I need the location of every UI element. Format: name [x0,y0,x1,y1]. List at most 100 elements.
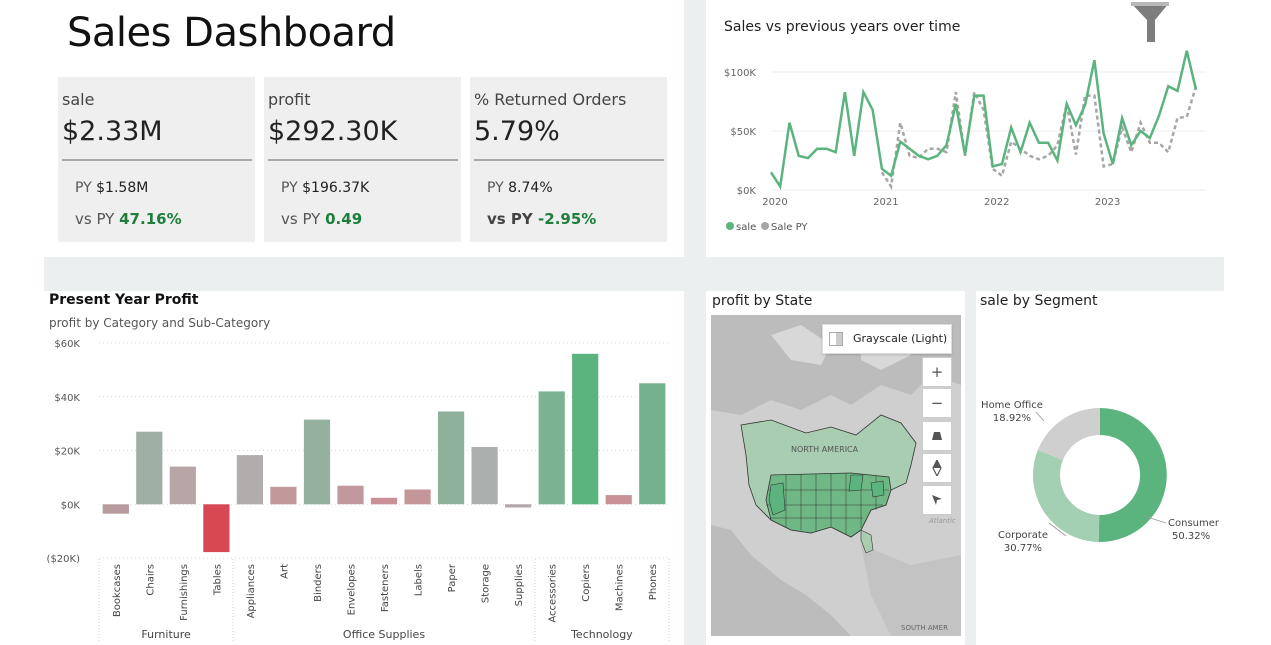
left-margin [0,0,44,645]
bar-furnishings[interactable] [169,466,196,505]
kpi-vs: vs PY 47.16% [75,210,182,228]
kpi-value: $292.30K [268,116,398,147]
kpi-vs-value: 47.16% [119,210,182,228]
kpi-vs-label: vs PY [281,210,321,228]
kpi-title: sale [62,90,95,109]
donut-label-value: 50.32% [1172,531,1210,542]
bar-appliances[interactable] [236,455,263,505]
map-region-label: NORTH AMERICA [791,445,859,454]
line-x-tick: 2021 [873,197,898,208]
kpi-vs: vs PY -2.95% [487,210,596,228]
bar-bookcases[interactable] [102,504,129,514]
kpi-vs-value: 0.49 [325,210,363,228]
tilt-icon[interactable] [922,421,952,451]
kpi-value: $2.33M [62,116,163,147]
map-panel[interactable]: profit by State NORTH AMERICA Atla [706,291,965,645]
bar-x-tick: Accessories [548,564,559,623]
bar-y-tick: $40K [54,393,80,404]
bar-x-tick: Appliances [246,564,257,618]
donut-leader-line [1143,515,1167,524]
map-canvas[interactable]: NORTH AMERICA Atlantic SOUTH AMER [711,315,961,636]
page-title: Sales Dashboard [67,10,396,56]
donut-slice-home-office[interactable] [1037,408,1100,461]
map-style-icon [829,332,843,346]
bar-binders[interactable] [303,419,331,505]
donut-panel[interactable]: sale by Segment Consumer 50.32% Corporate 3… [976,291,1224,645]
bar-group-label: Office Supplies [343,628,425,641]
bar-art[interactable] [270,486,297,505]
kpi-panel: Sales Dashboard sale $2.33M PY $1.58M vs… [44,0,684,257]
bar-tables[interactable] [203,504,230,553]
bar-x-tick: Phones [648,564,659,600]
donut-slice-consumer[interactable] [1098,408,1167,542]
legend-marker-sale [726,222,734,230]
legend-label-sale-py[interactable]: Sale PY [771,222,808,233]
line-chart-title: Sales vs previous years over time [724,19,961,35]
donut-leader-line [1035,411,1045,422]
bar-x-tick: Supplies [514,564,525,606]
bar-supplies[interactable] [505,504,532,508]
kpi-py: PY 8.74% [487,180,553,196]
bar-chart: $60K $40K $20K $0K ($20K) Bookcases Chairs Furn… [47,339,670,641]
bar-x-tick: Paper [447,563,458,592]
kpi-py-label: PY [487,180,504,196]
right-margin [1224,0,1271,645]
donut-leader-line [1048,522,1067,537]
cursor-arrow-icon[interactable] [922,485,952,515]
kpi-vs-value: -2.95% [538,210,597,228]
donut-label-category: Corporate [998,530,1048,541]
series-line-sale [769,50,1198,190]
bar-chart-subtitle: profit by Category and Sub-Category [49,316,271,330]
donut-label-category: Home Office [981,400,1043,411]
kpi-py-value: $1.58M [96,180,149,196]
bar-chairs[interactable] [136,431,163,505]
kpi-py-label: PY [281,180,298,196]
map-style-selector[interactable]: Grayscale (Light) [822,324,952,354]
kpi-title: % Returned Orders [474,90,627,109]
plus-icon[interactable]: + [922,357,952,387]
kpi-divider [268,159,458,161]
minus-icon[interactable]: − [922,388,952,418]
kpi-py: PY $1.58M [75,180,148,196]
bar-x-tick: Chairs [145,564,156,596]
kpi-py-value: $196.37K [302,180,370,196]
bar-group-label: Technology [570,628,633,641]
bar-storage[interactable] [471,447,498,505]
bar-paper[interactable] [438,411,465,505]
kpi-title: profit [268,90,311,109]
kpi-card-sale[interactable]: sale $2.33M PY $1.58M vs PY 47.16% [58,77,255,242]
bar-x-tick: Tables [212,564,223,596]
kpi-card-profit[interactable]: profit $292.30K PY $196.37K vs PY 0.49 [264,77,461,242]
map-continent-label: SOUTH AMER [901,624,948,632]
donut-chart: Consumer 50.32% Corporate 30.77% Home Office… [981,400,1220,554]
compass-icon[interactable] [922,453,952,483]
bar-envelopes[interactable] [337,485,364,505]
funnel-icon[interactable] [1131,0,1171,46]
bar-phones[interactable] [639,383,666,505]
bar-fasteners[interactable] [370,497,398,505]
bar-x-tick: Machines [615,564,626,611]
kpi-vs: vs PY 0.49 [281,210,362,228]
legend-label-sale[interactable]: sale [736,222,756,233]
bar-x-tick: Fasteners [380,564,391,612]
donut-title: sale by Segment [980,293,1098,309]
bar-accessories[interactable] [538,391,565,505]
line-chart: $0K $50K $100K 2020 2021 2022 2023 sale Sale PY [724,50,1206,233]
bar-chart-panel[interactable]: Present Year Profit profit by Category a… [44,291,684,645]
bar-group-label: Furniture [141,628,191,641]
bar-labels[interactable] [404,489,431,505]
kpi-py: PY $196.37K [281,180,369,196]
kpi-card-returned-orders[interactable]: % Returned Orders 5.79% PY 8.74% vs PY -… [470,77,667,242]
bar-x-tick: Furnishings [179,564,190,621]
line-x-tick: 2022 [984,197,1009,208]
bar-chart-title: Present Year Profit [49,292,199,308]
map-title: profit by State [712,293,813,309]
bar-y-tick: $20K [54,447,80,458]
bar-y-tick: $0K [61,500,81,511]
donut-slice-corporate[interactable] [1032,450,1100,542]
bar-copiers[interactable] [572,353,599,505]
bar-machines[interactable] [605,495,632,505]
bar-x-tick: Binders [313,564,324,602]
line-y-tick: $0K [737,186,757,197]
line-chart-panel[interactable]: Sales vs previous years over time $0K $50… [706,0,1224,257]
